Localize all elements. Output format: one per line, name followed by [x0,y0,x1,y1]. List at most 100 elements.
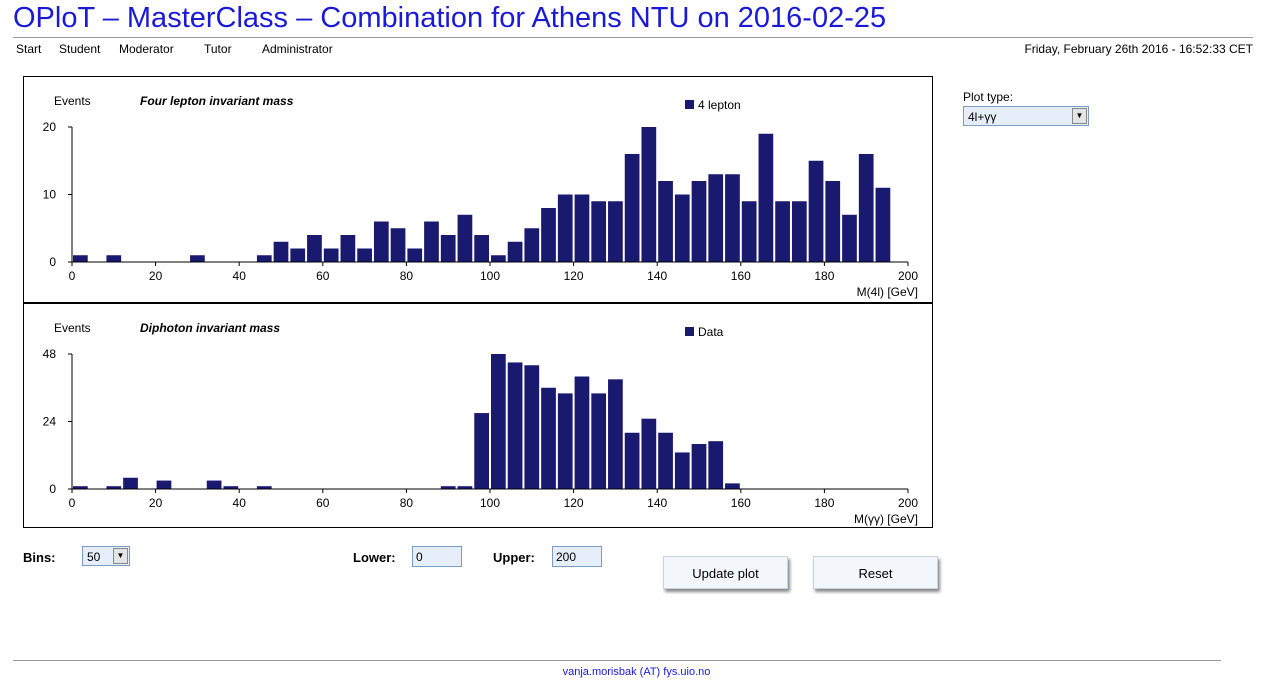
bar [741,201,757,262]
x-tick-label: 20 [149,496,163,510]
x-axis-label: M(γγ) [GeV] [854,512,918,526]
bar [491,255,506,262]
bar [658,432,673,489]
bar [424,221,439,262]
current-datetime: Friday, February 26th 2016 - 16:52:33 CE… [1024,42,1253,56]
y-tick-label: 24 [43,415,57,429]
bar [858,154,874,262]
bar [557,393,573,490]
upper-input[interactable] [552,546,602,567]
footer-divider [13,660,1221,661]
legend-label: Data [698,325,724,339]
lower-input[interactable] [412,546,462,567]
nav-administrator[interactable]: Administrator [262,42,333,56]
bins-select[interactable]: 50 ▼ [82,546,130,566]
bins-label: Bins: [23,550,56,565]
y-axis-label: Events [54,321,91,335]
x-tick-label: 80 [400,496,414,510]
bar [123,477,138,489]
bar [808,160,824,262]
page-title: OPloT – MasterClass – Combination for At… [13,2,887,34]
y-tick-label: 48 [43,347,57,361]
bar [474,235,489,262]
nav-student[interactable]: Student [59,42,101,56]
chevron-down-icon[interactable]: ▼ [1072,108,1087,124]
nav-moderator[interactable]: Moderator [119,42,174,56]
x-tick-label: 160 [731,496,751,510]
bar [323,248,339,262]
bar [557,194,573,262]
bar [206,480,222,489]
nav-tutor[interactable]: Tutor [204,42,232,56]
plot-divider [24,302,932,304]
chart-title: Four lepton invariant mass [140,94,294,108]
bar [190,255,205,262]
plot-area: Events Four lepton invariant mass 4 lepton… [23,76,933,528]
x-tick-label: 100 [480,269,500,283]
x-tick-label: 80 [400,269,414,283]
bar [491,354,506,489]
bins-value: 50 [87,550,101,564]
plot-type-label: Plot type: [963,90,1014,104]
bar [842,214,857,262]
x-tick-label: 40 [233,269,247,283]
y-tick-label: 0 [49,255,56,269]
x-tick-label: 160 [731,269,751,283]
legend-label: 4 lepton [698,98,741,112]
bar [223,486,239,489]
bar [574,194,590,262]
bar [524,228,540,262]
bar [256,255,272,262]
bar [256,486,272,489]
y-axis-label: Events [54,94,91,108]
bar [390,228,406,262]
x-tick-label: 60 [316,269,330,283]
bar [290,248,306,262]
lower-label: Lower: [353,550,396,565]
y-tick-label: 0 [49,482,56,496]
bar [624,154,640,262]
x-tick-label: 60 [316,496,330,510]
bar [574,376,590,489]
bar [457,214,473,262]
bar [307,235,322,262]
upper-label: Upper: [493,550,535,565]
update-plot-button[interactable]: Update plot [663,556,788,589]
x-tick-label: 120 [564,496,584,510]
four-lepton-chart: Events Four lepton invariant mass 4 lepton… [43,94,919,299]
x-tick-label: 120 [564,269,584,283]
x-tick-label: 100 [480,496,500,510]
nav-start[interactable]: Start [16,42,42,56]
reset-button[interactable]: Reset [813,556,938,589]
bar [674,452,690,489]
bar [674,194,690,262]
bar [708,174,724,262]
bar [273,241,289,262]
bar [641,127,657,262]
bar [340,235,356,262]
footer-contact[interactable]: vanja.morisbak (AT) fys.uio.no [562,666,711,678]
y-tick-label: 20 [43,120,57,134]
bar [457,486,473,489]
plot-type-select[interactable]: 4l+γγ ▼ [963,106,1089,126]
bar [725,483,740,490]
bar [373,221,389,262]
bar [407,248,423,262]
bar [440,235,456,262]
bar [691,444,707,489]
bar [73,486,88,489]
x-tick-label: 180 [814,496,834,510]
bar [507,241,523,262]
bar [758,133,774,262]
chevron-down-icon[interactable]: ▼ [113,548,128,564]
x-tick-label: 140 [647,496,667,510]
bar [507,362,523,489]
x-tick-label: 200 [898,269,918,283]
bar [608,201,623,262]
bar [775,201,790,262]
bar [825,181,841,262]
bar [591,393,607,490]
bar [791,201,807,262]
bar [474,413,489,489]
bar [658,181,673,262]
